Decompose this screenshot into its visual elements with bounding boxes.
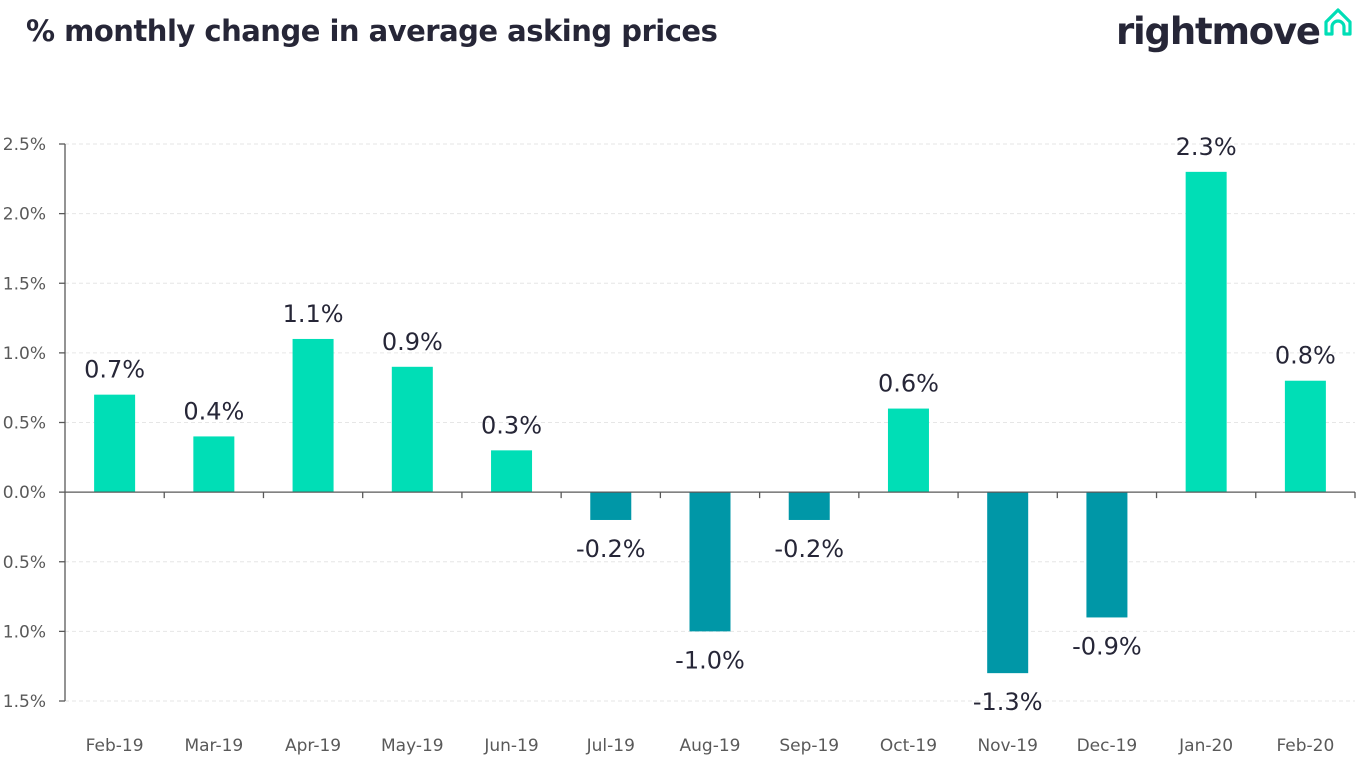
data-label: -0.9% [1072, 632, 1142, 660]
x-tick-label: Apr-19 [285, 736, 341, 756]
axes [59, 143, 1356, 702]
y-tick-label: 2.5% [3, 135, 46, 155]
bar [788, 492, 830, 520]
data-label: 0.9% [382, 328, 443, 356]
x-tick-label: Jun-19 [483, 736, 538, 756]
bar [1284, 380, 1326, 493]
bars [94, 171, 1326, 674]
y-tick-label: 1.5% [3, 692, 46, 712]
data-label: -1.0% [675, 646, 745, 674]
data-label: 2.3% [1176, 133, 1237, 161]
y-tick-label: 2.0% [3, 205, 46, 225]
x-tick-label: Feb-19 [86, 736, 144, 756]
data-label: 1.1% [283, 300, 344, 328]
data-label: 0.7% [84, 356, 145, 384]
data-label: 0.6% [878, 370, 939, 398]
x-tick-label: Mar-19 [184, 736, 243, 756]
bar [193, 436, 235, 493]
y-tick-label: 0.5% [3, 414, 46, 434]
bar [1185, 171, 1227, 493]
x-tick-label: May-19 [381, 736, 444, 756]
y-tick-label: 0.0% [3, 483, 46, 503]
rightmove-logo: rightmove [1116, 6, 1354, 62]
chart-title: % monthly change in average asking price… [26, 14, 718, 48]
bar [689, 492, 731, 632]
data-label: -1.3% [973, 688, 1043, 716]
data-label: -0.2% [774, 535, 844, 563]
y-tick-label: 1.0% [3, 344, 46, 364]
x-tick-label: Sep-19 [779, 736, 839, 756]
x-tick-label: Oct-19 [880, 736, 937, 756]
bar [590, 492, 632, 520]
x-tick-label: Nov-19 [977, 736, 1038, 756]
y-tick-label: 1.0% [3, 622, 46, 642]
data-label: 0.3% [481, 411, 542, 439]
bar [391, 366, 433, 493]
bar [987, 492, 1029, 674]
bar [887, 408, 929, 493]
x-tick-label: Jul-19 [586, 736, 635, 756]
x-tick-label: Aug-19 [680, 736, 741, 756]
bar [1086, 492, 1128, 618]
house-icon [1324, 8, 1352, 36]
data-label: 0.4% [183, 397, 244, 425]
x-tick-label: Feb-20 [1276, 736, 1334, 756]
bar [94, 394, 136, 493]
brand-name: rightmove [1116, 10, 1321, 53]
bar [491, 450, 533, 493]
data-label: -0.2% [576, 535, 646, 563]
y-tick-label: 1.5% [3, 274, 46, 294]
x-tick-label: Dec-19 [1077, 736, 1138, 756]
x-tick-label: Jan-20 [1178, 736, 1233, 756]
bar [292, 338, 334, 493]
data-label: 0.8% [1275, 342, 1336, 370]
y-tick-label: 0.5% [3, 553, 46, 573]
labels: 2.5% 2.0% 1.5% 1.0% 0.5% 0.0% 0.5% 1.0% 1.5% 0.7%… [3, 133, 1336, 756]
